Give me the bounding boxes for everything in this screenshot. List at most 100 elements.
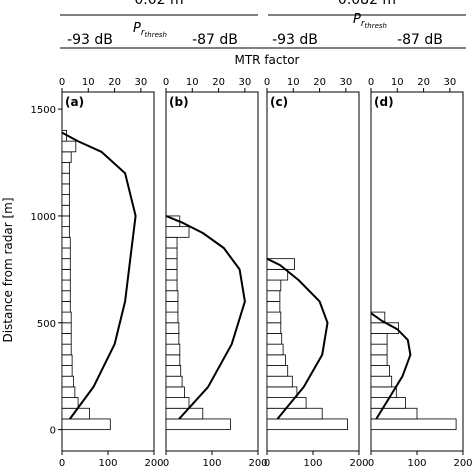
threshold-label-c: -93 dB <box>272 32 318 48</box>
histogram-bar <box>370 343 388 356</box>
histogram-bar <box>165 301 179 313</box>
histogram-bar <box>61 194 70 206</box>
panel-2: (b)0 10 20 300 100 200 <box>163 77 268 469</box>
y-tick-label: 1000 <box>31 212 56 223</box>
top-tick-label: 30 <box>339 77 352 88</box>
histogram-bar <box>61 397 79 409</box>
mtr-curve <box>165 214 246 420</box>
histogram-bar <box>266 301 281 313</box>
pr-thresh-symbol-left: P <box>133 21 141 36</box>
top-tick-label: 0 <box>163 77 169 88</box>
histogram-bar <box>61 290 71 302</box>
panel-label: (d) <box>374 95 394 109</box>
mtr-curve <box>61 131 137 420</box>
histogram-bar <box>370 375 393 388</box>
histogram-bar <box>61 226 70 238</box>
histogram-bar <box>266 365 289 377</box>
top-tick-label: 10 <box>287 77 300 88</box>
pr-thresh-left: Prthresh <box>133 21 167 39</box>
bottom-tick-label: 100 <box>303 458 322 469</box>
histogram-bar <box>61 279 71 292</box>
pr-thresh-sub-left: r <box>141 28 146 38</box>
top-tick-label: 20 <box>108 77 121 88</box>
histogram-bar <box>61 333 72 345</box>
histogram-bar <box>266 268 289 281</box>
top-tick-label: 20 <box>313 77 326 88</box>
top-tick-label: 20 <box>417 77 430 88</box>
bottom-tick-label: 200 <box>248 458 267 469</box>
histogram-bar <box>165 343 181 356</box>
pr-thresh-right: Prthresh <box>353 12 387 30</box>
histogram-bar <box>165 226 190 238</box>
top-tick-label: 30 <box>134 77 147 88</box>
histogram-bar <box>165 333 180 345</box>
top-axis-title: MTR factor <box>235 53 300 67</box>
top-tick-label: 10 <box>391 77 404 88</box>
threshold-label-b: -87 dB <box>192 32 238 48</box>
histogram-bar <box>266 333 283 345</box>
histogram-bar <box>266 418 348 431</box>
bottom-tick-label: 100 <box>202 458 221 469</box>
threshold-label-d: -87 dB <box>397 32 443 48</box>
mtr-curve <box>370 312 412 420</box>
histogram-bar <box>165 354 181 366</box>
histogram-bar <box>266 322 282 334</box>
histogram-bar <box>165 258 178 270</box>
panel-3: (c)0 10 20 300 100 200 <box>264 77 369 469</box>
bottom-tick-label: 100 <box>98 458 117 469</box>
histogram-bar <box>266 375 293 388</box>
histogram-bar <box>61 301 71 313</box>
histogram-bar <box>266 407 323 420</box>
histogram-bar <box>165 247 178 260</box>
top-tick-label: 0 <box>59 77 65 88</box>
histogram-bar <box>266 343 284 356</box>
histogram-bar <box>370 333 388 345</box>
panel-label: (a) <box>65 95 84 109</box>
histogram-bar <box>61 236 71 249</box>
y-tick-label: 0 <box>50 426 56 437</box>
panel-4: (d)0 10 20 300 100 200 <box>368 77 473 469</box>
histogram-bar <box>165 268 178 281</box>
histogram-bar <box>61 418 111 431</box>
histogram-bar <box>61 258 71 270</box>
bottom-tick-label: 0 <box>163 458 169 469</box>
histogram-bar <box>61 354 73 366</box>
y-tick-label: 1500 <box>31 105 56 116</box>
histogram-bar <box>61 311 72 324</box>
pr-thresh-symbol-right: P <box>353 12 361 27</box>
histogram-bar <box>165 290 179 302</box>
histogram-bar <box>165 386 185 398</box>
panel-label: (c) <box>270 95 288 109</box>
histogram-bar <box>266 290 281 302</box>
top-tick-label: 30 <box>238 77 251 88</box>
histogram-bar <box>165 418 231 431</box>
histogram-bar <box>370 418 457 431</box>
histogram-bar <box>61 247 71 260</box>
histogram-bar <box>165 322 180 334</box>
y-tick-label: 500 <box>37 319 56 330</box>
histogram-bar <box>61 140 77 153</box>
histogram-bar <box>165 375 183 388</box>
group-right-label: 0.082 m <box>338 0 396 8</box>
bottom-tick-label: 200 <box>144 458 163 469</box>
bottom-tick-label: 100 <box>407 458 426 469</box>
histogram-bar <box>266 279 282 292</box>
histogram-bar <box>165 279 178 292</box>
figure-header: 0.02 m 0.082 m Prthresh Prthresh -93 dB … <box>60 0 466 67</box>
histogram-bar <box>370 354 388 366</box>
histogram-bar <box>370 365 390 377</box>
histogram-bar <box>61 365 73 377</box>
bottom-tick-label: 200 <box>349 458 368 469</box>
histogram-bar <box>165 365 182 377</box>
histogram-bar <box>61 215 70 228</box>
top-tick-label: 10 <box>82 77 95 88</box>
histogram-bar <box>61 322 72 334</box>
histogram-bar <box>61 183 70 195</box>
mtr-curve <box>266 257 329 420</box>
bottom-tick-label: 0 <box>368 458 374 469</box>
top-tick-label: 0 <box>264 77 270 88</box>
histogram-bar <box>61 162 70 174</box>
